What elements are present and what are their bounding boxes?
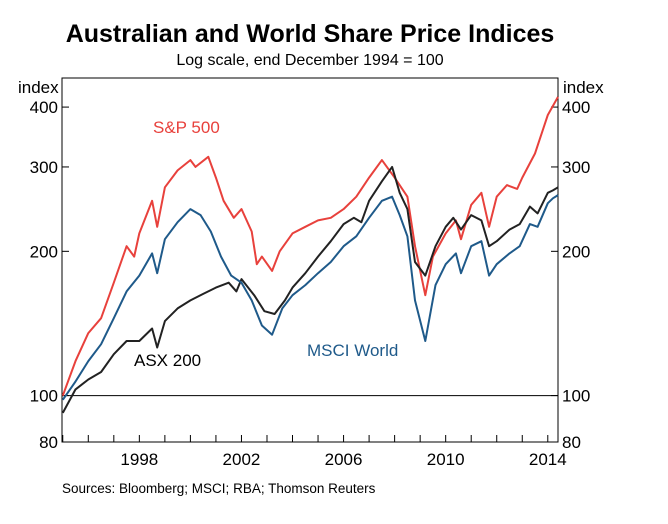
y-tick-label-right: 80 [562, 433, 581, 452]
x-tick-label: 2006 [325, 450, 363, 469]
y-axis-label-right: index [563, 78, 604, 97]
y-tick-label-left: 400 [30, 98, 58, 117]
y-tick-label-right: 400 [562, 98, 590, 117]
y-tick-label-left: 100 [30, 387, 58, 406]
series-line-s-p-500 [61, 96, 559, 396]
y-tick-label-right: 300 [562, 158, 590, 177]
chart-source: Sources: Bloomberg; MSCI; RBA; Thomson R… [62, 481, 376, 496]
series-line-asx-200 [61, 165, 559, 414]
plot-frame [61, 77, 559, 443]
series-label-sp500: S&P 500 [153, 118, 220, 137]
y-tick-label-left: 80 [39, 433, 58, 452]
y-tick-label-right: 100 [562, 387, 590, 406]
chart-title: Australian and World Share Price Indices [65, 20, 555, 48]
series-line-msci-world [61, 194, 559, 401]
x-tick-label: 2010 [427, 450, 465, 469]
series-label-msci-world: MSCI World [307, 341, 398, 360]
chart-subtitle: Log scale, end December 1994 = 100 [176, 52, 444, 69]
series-label-asx200: ASX 200 [134, 351, 201, 370]
y-axis-label-left: index [18, 78, 59, 97]
y-tick-label-left: 300 [30, 158, 58, 177]
y-tick-label-left: 200 [30, 242, 58, 261]
y-tick-label-right: 200 [562, 242, 590, 261]
x-tick-label: 2002 [223, 450, 261, 469]
x-tick-label: 1998 [120, 450, 158, 469]
x-tick-label: 2014 [529, 450, 567, 469]
